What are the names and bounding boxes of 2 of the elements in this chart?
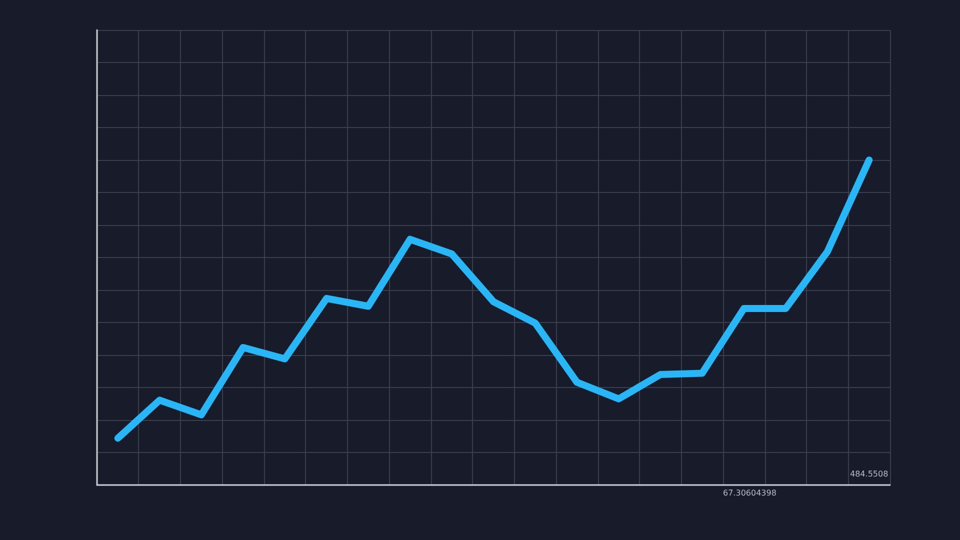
annotation: 484.5508: [850, 470, 888, 478]
text: 67.30604398: [723, 488, 776, 498]
